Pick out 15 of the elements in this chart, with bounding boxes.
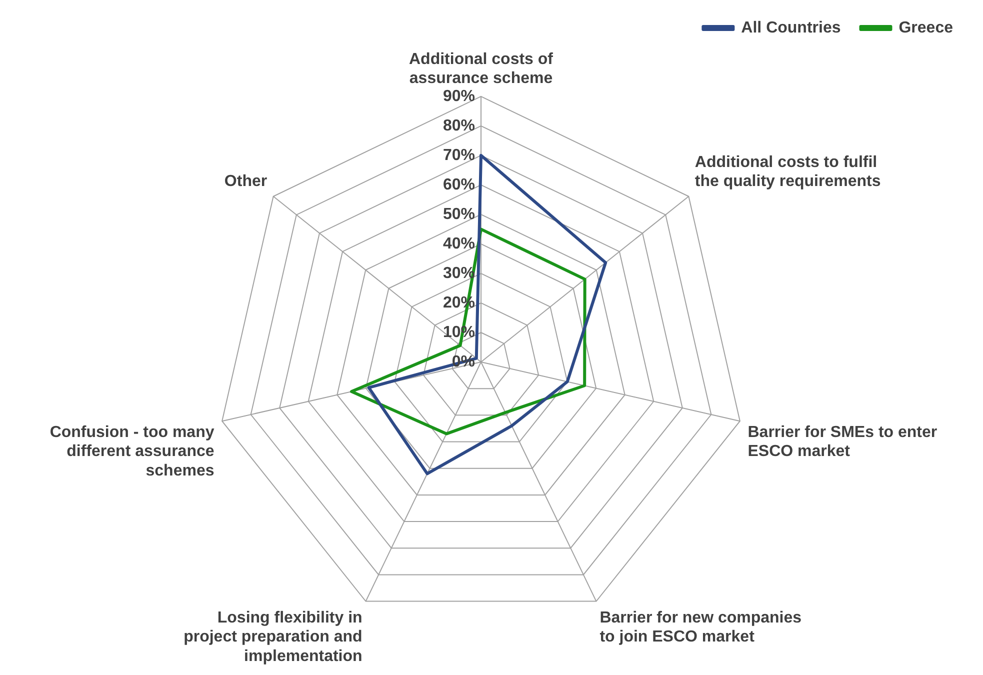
y-tick-label: 90% <box>442 88 475 105</box>
legend-label: All Countries <box>741 19 841 36</box>
spoke-label: Losing flexibility in project preparation and implementation <box>184 610 362 665</box>
y-tick-label: 50% <box>442 206 475 223</box>
y-tick-label: 40% <box>442 235 475 252</box>
spoke-label: Additional costs to fulfil the quality requirements <box>694 154 881 190</box>
spoke-label: Barrier for new companies to join ESCO market <box>600 610 802 646</box>
spoke-label: Other <box>224 173 268 190</box>
legend-label: Greece <box>898 19 954 36</box>
spoke-label: Barrier for SMEs to enter ESCO market <box>748 424 938 460</box>
spoke-label: Confusion - too many different assurance schemes <box>50 424 214 480</box>
y-tick-label: 60% <box>442 176 475 194</box>
y-tick-label: 80% <box>442 117 475 134</box>
spoke-label: Additional costs of assurance scheme <box>409 51 554 88</box>
y-tick-label: 70% <box>442 146 475 164</box>
